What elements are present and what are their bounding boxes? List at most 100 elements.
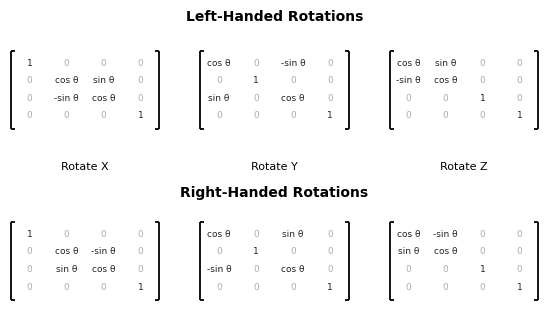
Text: -sin θ: -sin θ: [433, 230, 458, 239]
Text: 0: 0: [27, 283, 32, 292]
Text: 0: 0: [517, 76, 522, 85]
Text: sin θ: sin θ: [435, 59, 456, 68]
Text: 0: 0: [138, 230, 143, 239]
Text: cos θ: cos θ: [207, 230, 231, 239]
Text: 1: 1: [27, 59, 32, 68]
Text: 0: 0: [327, 247, 333, 257]
Text: 1: 1: [517, 111, 522, 121]
Text: 0: 0: [327, 59, 333, 68]
Text: 0: 0: [27, 111, 32, 121]
Text: 0: 0: [138, 94, 143, 103]
Text: 0: 0: [480, 230, 485, 239]
Text: 0: 0: [64, 230, 69, 239]
Text: sin θ: sin θ: [208, 94, 229, 103]
Text: 0: 0: [253, 265, 259, 274]
Text: cos θ: cos θ: [281, 265, 305, 274]
Text: cos θ: cos θ: [281, 94, 305, 103]
Text: 0: 0: [480, 283, 485, 292]
Text: Left-Handed Rotations: Left-Handed Rotations: [186, 10, 363, 24]
Text: 1: 1: [253, 247, 259, 257]
Text: 0: 0: [290, 247, 296, 257]
Text: 0: 0: [480, 247, 485, 257]
Text: 0: 0: [216, 283, 222, 292]
Text: 0: 0: [480, 76, 485, 85]
Text: cos θ: cos θ: [434, 76, 457, 85]
Text: cos θ: cos θ: [434, 247, 457, 257]
Text: 0: 0: [406, 94, 411, 103]
Text: 1: 1: [517, 283, 522, 292]
Text: 0: 0: [216, 111, 222, 121]
Text: 0: 0: [138, 265, 143, 274]
Text: 0: 0: [101, 59, 107, 68]
Text: 0: 0: [101, 283, 107, 292]
Text: 1: 1: [27, 230, 32, 239]
Text: 0: 0: [517, 230, 522, 239]
Text: 0: 0: [517, 94, 522, 103]
Text: 0: 0: [406, 111, 411, 121]
Text: 1: 1: [138, 111, 143, 121]
Text: 0: 0: [216, 247, 222, 257]
Text: 0: 0: [101, 111, 107, 121]
Text: 0: 0: [64, 283, 69, 292]
Text: 1: 1: [327, 111, 333, 121]
Text: -sin θ: -sin θ: [54, 94, 79, 103]
Text: 0: 0: [138, 59, 143, 68]
Text: 0: 0: [64, 59, 69, 68]
Text: 1: 1: [138, 283, 143, 292]
Text: cos θ: cos θ: [55, 247, 79, 257]
Text: sin θ: sin θ: [397, 247, 419, 257]
Text: 0: 0: [27, 247, 32, 257]
Text: 0: 0: [27, 265, 32, 274]
Text: 0: 0: [216, 76, 222, 85]
Text: 0: 0: [406, 265, 411, 274]
Text: -sin θ: -sin θ: [91, 247, 116, 257]
Text: 0: 0: [253, 230, 259, 239]
Text: Rotate X: Rotate X: [61, 162, 109, 172]
Text: 0: 0: [27, 76, 32, 85]
Text: 0: 0: [138, 247, 143, 257]
Text: Right-Handed Rotations: Right-Handed Rotations: [181, 186, 368, 200]
Text: 0: 0: [290, 283, 296, 292]
Text: 0: 0: [253, 94, 259, 103]
Text: 0: 0: [442, 265, 448, 274]
Text: 0: 0: [253, 59, 259, 68]
Text: cos θ: cos θ: [92, 94, 115, 103]
Text: sin θ: sin θ: [93, 76, 114, 85]
Text: sin θ: sin θ: [282, 230, 304, 239]
Text: 1: 1: [327, 283, 333, 292]
Text: 1: 1: [480, 265, 485, 274]
Text: cos θ: cos θ: [92, 265, 115, 274]
Text: 0: 0: [480, 59, 485, 68]
Text: cos θ: cos θ: [207, 59, 231, 68]
Text: Rotate Y: Rotate Y: [251, 162, 298, 172]
Text: 0: 0: [290, 111, 296, 121]
Text: cos θ: cos θ: [55, 76, 79, 85]
Text: sin θ: sin θ: [56, 265, 77, 274]
Text: 0: 0: [406, 283, 411, 292]
Text: 0: 0: [480, 111, 485, 121]
Text: 0: 0: [253, 283, 259, 292]
Text: 0: 0: [327, 265, 333, 274]
Text: -sin θ: -sin θ: [281, 59, 305, 68]
Text: 0: 0: [442, 283, 448, 292]
Text: 0: 0: [101, 230, 107, 239]
Text: 0: 0: [27, 94, 32, 103]
Text: 0: 0: [517, 265, 522, 274]
Text: cos θ: cos θ: [396, 230, 420, 239]
Text: Rotate Z: Rotate Z: [440, 162, 488, 172]
Text: 0: 0: [327, 94, 333, 103]
Text: 0: 0: [290, 76, 296, 85]
Text: 0: 0: [327, 230, 333, 239]
Text: 1: 1: [480, 94, 485, 103]
Text: 0: 0: [517, 59, 522, 68]
Text: 0: 0: [442, 94, 448, 103]
Text: 0: 0: [138, 76, 143, 85]
Text: -sin θ: -sin θ: [396, 76, 421, 85]
Text: -sin θ: -sin θ: [206, 265, 231, 274]
Text: 0: 0: [64, 111, 69, 121]
Text: cos θ: cos θ: [396, 59, 420, 68]
Text: 0: 0: [253, 111, 259, 121]
Text: 1: 1: [253, 76, 259, 85]
Text: 0: 0: [517, 247, 522, 257]
Text: 0: 0: [327, 76, 333, 85]
